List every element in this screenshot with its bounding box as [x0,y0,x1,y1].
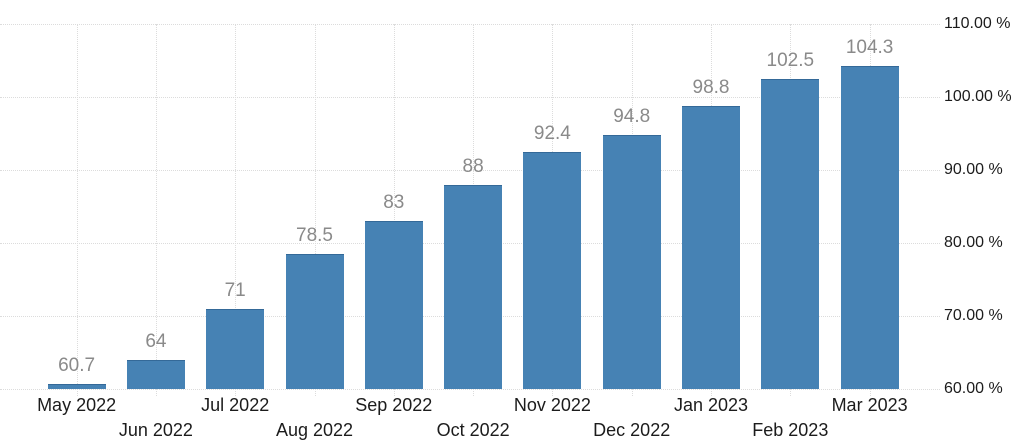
vertical-gridline [314,24,316,396]
x-axis-label: Mar 2023 [831,395,908,415]
bar[interactable] [840,65,899,389]
bar[interactable] [364,221,423,389]
vertical-gridline [155,24,157,396]
bar-value-label: 60.7 [58,354,96,376]
x-axis-label: Aug 2022 [275,420,354,440]
bar[interactable] [523,152,582,389]
bar[interactable] [682,105,740,389]
bar-value-label: 64 [145,330,167,352]
horizontal-gridline [0,389,940,390]
bar-value-label: 71 [224,279,246,301]
x-axis-label: Oct 2022 [436,420,510,440]
bar[interactable] [126,359,185,389]
y-axis-tick-label: 110.00 % [944,15,1011,32]
bar-value-label: 88 [462,155,484,177]
x-axis-label: Jul 2022 [201,395,270,415]
bar-value-label: 102.5 [766,49,815,71]
y-axis-tick-label: 90.00 % [944,161,1003,178]
x-axis-label: Jun 2022 [118,420,193,440]
y-axis-tick-label: 100.00 % [944,88,1012,105]
bar-value-label: 92.4 [533,123,571,145]
bar-value-label: 94.8 [613,105,651,127]
vertical-gridline [76,24,78,396]
x-axis-label: Feb 2023 [752,420,829,440]
y-axis-tick-label: 60.00 % [944,380,1003,397]
x-axis-label: Dec 2022 [593,420,671,440]
bar[interactable] [206,308,265,389]
bar[interactable] [285,253,344,389]
horizontal-gridline [0,24,940,25]
vertical-gridline [393,24,395,396]
horizontal-gridline [0,97,940,98]
vertical-gridline [235,24,237,396]
bar-value-label: 78.5 [296,224,333,246]
y-axis-tick-label: 80.00 % [944,234,1003,251]
bar[interactable] [761,78,820,389]
x-axis-label: Nov 2022 [513,395,591,415]
horizontal-gridline [0,170,940,171]
x-axis-label: Sep 2022 [355,395,433,415]
bar[interactable] [47,383,106,389]
y-axis-tick-label: 70.00 % [944,307,1003,324]
bar-value-label: 83 [383,192,405,214]
x-axis-label: Jan 2023 [673,395,749,415]
bar-value-label: 98.8 [692,76,730,98]
bar[interactable] [444,184,503,389]
x-axis-label: May 2022 [37,395,117,415]
bar-value-label: 104.3 [845,36,894,58]
bar[interactable] [602,134,661,389]
